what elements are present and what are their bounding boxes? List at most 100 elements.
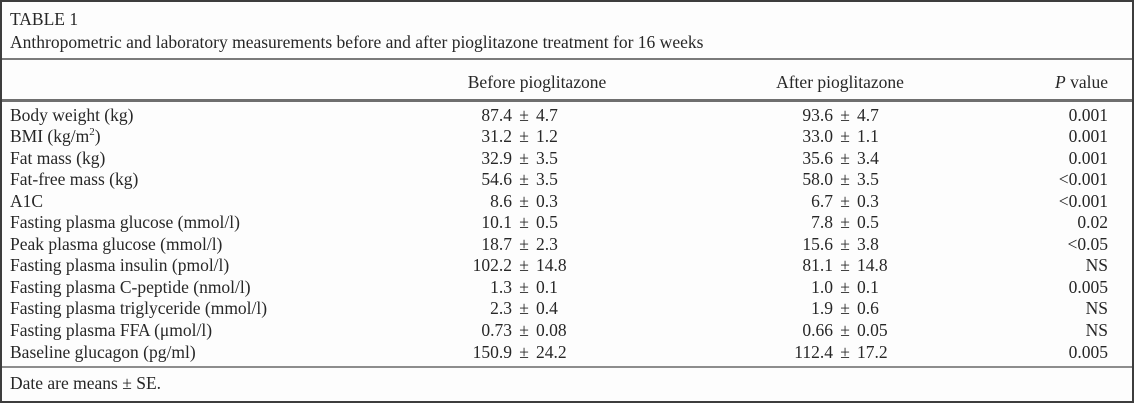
- before-se: 24.2: [536, 341, 567, 362]
- plus-minus-sign: ±: [840, 212, 850, 233]
- table-row: Fat mass (kg) 32.9 ±3.5 35.6 ±3.4 0.001: [2, 148, 1132, 170]
- rule-above-footnote: [2, 366, 1132, 369]
- table-body: Body weight (kg) 87.4 ±4.7 93.6 ±4.7 0.001…: [2, 102, 1132, 364]
- before-se: 3.5: [536, 169, 558, 190]
- after-se: 3.4: [857, 147, 879, 168]
- table-row: Fasting plasma insulin (pmol/l) 102.2 ±14…: [2, 255, 1132, 277]
- before-se: 0.1: [536, 276, 558, 297]
- after-se: 1.1: [857, 126, 879, 147]
- after-value: 58.0 ±3.5: [773, 169, 919, 191]
- before-value: 8.6 ±0.3: [452, 191, 598, 213]
- before-se: 2.3: [536, 233, 558, 254]
- plus-minus-sign: ±: [840, 255, 850, 276]
- before-mean: 150.9: [472, 341, 512, 362]
- plus-minus-sign: ±: [840, 341, 850, 362]
- before-mean: 54.6: [481, 169, 512, 190]
- table-row: BMI (kg/m2) 31.2 ±1.2 33.0 ±1.1 0.001: [2, 126, 1132, 148]
- before-mean: 87.4: [481, 104, 512, 125]
- after-mean: 33.0: [802, 126, 833, 147]
- row-label: Fasting plasma FFA (μmol/l): [10, 319, 213, 340]
- row-label: Fasting plasma insulin (pmol/l): [10, 255, 230, 276]
- p-value: <0.05: [1067, 233, 1109, 254]
- table-caption: Anthropometric and laboratory measuremen…: [10, 32, 704, 52]
- before-mean: 102.2: [472, 255, 512, 276]
- plus-minus-sign: ±: [840, 319, 850, 340]
- after-value: 1.0 ±0.1: [773, 277, 919, 299]
- after-se: 0.6: [857, 298, 879, 319]
- before-mean: 8.6: [490, 190, 512, 211]
- column-header-pvalue: P value: [925, 72, 1132, 93]
- before-se: 3.5: [536, 147, 558, 168]
- after-value: 7.8 ±0.5: [773, 212, 919, 234]
- table-label: TABLE 1: [10, 9, 79, 29]
- after-se: 17.2: [857, 341, 888, 362]
- p-value: 0.001: [1068, 104, 1108, 125]
- plus-minus-sign: ±: [519, 190, 529, 211]
- table-row: Baseline glucagon (pg/ml) 150.9 ±24.2 112…: [2, 342, 1132, 364]
- plus-minus-sign: ±: [840, 298, 850, 319]
- plus-minus-sign: ±: [840, 169, 850, 190]
- before-value: 0.73 ±0.08: [452, 320, 598, 342]
- row-label: Fasting plasma glucose (mmol/l): [10, 212, 240, 233]
- after-se: 0.05: [857, 319, 888, 340]
- p-value: 0.005: [1068, 276, 1108, 297]
- after-mean: 35.6: [802, 147, 833, 168]
- row-label: Baseline glucagon (pg/ml): [10, 341, 196, 362]
- p-italic: P: [1055, 72, 1066, 92]
- after-mean: 58.0: [802, 169, 833, 190]
- before-se: 0.5: [536, 212, 558, 233]
- after-value: 1.9 ±0.6: [773, 298, 919, 320]
- after-value: 81.1 ±14.8: [773, 255, 919, 277]
- table-row: Peak plasma glucose (mmol/l) 18.7 ±2.3 15…: [2, 234, 1132, 256]
- after-se: 14.8: [857, 255, 888, 276]
- after-se: 0.3: [857, 190, 879, 211]
- row-label: Fasting plasma C-peptide (nmol/l): [10, 276, 251, 297]
- before-value: 31.2 ±1.2: [452, 126, 598, 148]
- before-value: 150.9 ±24.2: [452, 342, 598, 364]
- after-value: 0.66 ±0.05: [773, 320, 919, 342]
- p-value: 0.001: [1068, 126, 1108, 147]
- row-label-text: BMI (kg/m: [10, 126, 90, 147]
- column-header-before: Before pioglitazone: [467, 72, 607, 92]
- row-label: A1C: [10, 190, 44, 211]
- p-value: <0.001: [1058, 190, 1108, 211]
- after-mean: 0.66: [802, 319, 833, 340]
- row-label: Fat mass (kg): [10, 147, 106, 168]
- plus-minus-sign: ±: [840, 233, 850, 254]
- plus-minus-sign: ±: [840, 104, 850, 125]
- after-mean: 15.6: [802, 233, 833, 254]
- plus-minus-sign: ±: [519, 104, 529, 125]
- after-value: 112.4 ±17.2: [773, 342, 919, 364]
- after-value: 15.6 ±3.8: [773, 234, 919, 256]
- p-value: 0.02: [1077, 212, 1108, 233]
- plus-minus-sign: ±: [840, 126, 850, 147]
- p-value: NS: [1085, 319, 1108, 340]
- table-row: Fasting plasma triglyceride (mmol/l) 2.3…: [2, 298, 1132, 320]
- superscript-2: 2: [89, 126, 95, 139]
- before-mean: 0.73: [481, 319, 512, 340]
- plus-minus-sign: ±: [519, 255, 529, 276]
- before-value: 102.2 ±14.8: [452, 255, 598, 277]
- table-footnote: Date are means ± SE.: [10, 373, 162, 394]
- before-mean: 32.9: [481, 147, 512, 168]
- table-row: Fasting plasma glucose (mmol/l) 10.1 ±0.5…: [2, 212, 1132, 234]
- after-se: 0.5: [857, 212, 879, 233]
- before-se: 0.4: [536, 298, 558, 319]
- plus-minus-sign: ±: [519, 341, 529, 362]
- table-heading: TABLE 1 Anthropometric and laboratory me…: [2, 2, 1132, 54]
- after-mean: 112.4: [794, 341, 833, 362]
- plus-minus-sign: ±: [519, 276, 529, 297]
- table-row: Fasting plasma FFA (μmol/l) 0.73 ±0.08 0.…: [2, 320, 1132, 342]
- before-value: 87.4 ±4.7: [452, 105, 598, 127]
- table-row: Fasting plasma C-peptide (nmol/l) 1.3 ±0.…: [2, 277, 1132, 299]
- plus-minus-sign: ±: [840, 276, 850, 297]
- table-row: Body weight (kg) 87.4 ±4.7 93.6 ±4.7 0.001: [2, 105, 1132, 127]
- p-value: NS: [1085, 255, 1108, 276]
- before-mean: 18.7: [481, 233, 512, 254]
- after-se: 3.5: [857, 169, 879, 190]
- after-mean: 93.6: [802, 104, 833, 125]
- p-rest: value: [1065, 72, 1108, 92]
- before-value: 1.3 ±0.1: [452, 277, 598, 299]
- after-mean: 7.8: [811, 212, 833, 233]
